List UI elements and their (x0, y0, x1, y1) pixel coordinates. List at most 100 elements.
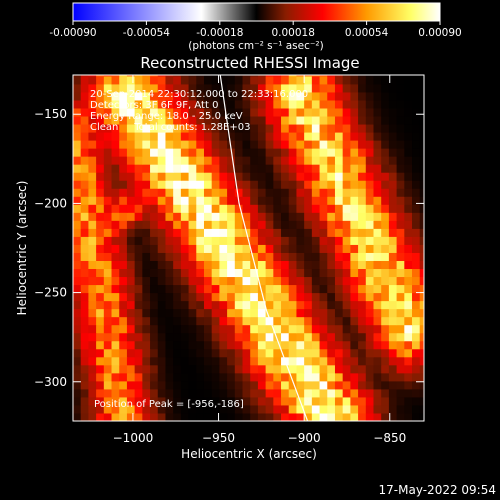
heatmap-cell (327, 172, 336, 181)
heatmap-cell (304, 260, 313, 270)
heatmap-cell (111, 340, 120, 350)
heatmap-cell (257, 244, 267, 253)
heatmap-cell (211, 308, 220, 318)
heatmap-cell (304, 75, 313, 77)
heatmap-cell (219, 236, 228, 245)
heatmap-cell (296, 356, 305, 366)
heatmap-cell (265, 124, 274, 133)
heatmap-cell (242, 180, 251, 189)
heatmap-cell (319, 308, 328, 318)
heatmap-cell (188, 388, 197, 398)
heatmap-cell (134, 380, 143, 390)
heatmap-cell (142, 308, 151, 318)
heatmap-cell (142, 364, 151, 374)
heatmap-cell (350, 236, 359, 245)
heatmap-cell (119, 388, 128, 398)
heatmap-cell (265, 140, 274, 149)
heatmap-cell (103, 236, 113, 245)
heatmap-cell (165, 236, 174, 245)
heatmap-cell (73, 124, 82, 133)
heatmap-cell (173, 116, 182, 125)
heatmap-cell (180, 164, 190, 173)
heatmap-cell (119, 164, 128, 173)
heatmap-cell (165, 324, 174, 334)
heatmap-cell (396, 164, 405, 173)
heatmap-cell (188, 107, 197, 117)
heatmap-cell (96, 364, 105, 374)
heatmap-cell (157, 132, 166, 141)
heatmap-cell (381, 380, 390, 390)
heatmap-cell (250, 83, 259, 93)
heatmap-cell (96, 284, 105, 294)
heatmap-cell (188, 396, 197, 406)
heatmap-cell (281, 316, 290, 326)
heatmap-cell (327, 396, 336, 406)
heatmap-cell (419, 292, 424, 302)
heatmap-cell (319, 276, 328, 286)
heatmap-cell (273, 99, 282, 109)
heatmap-cell (342, 404, 351, 414)
heatmap-cell (350, 172, 359, 181)
heatmap-cell (350, 380, 359, 390)
heatmap-cell (203, 212, 213, 221)
heatmap-cell (88, 180, 97, 189)
heatmap-cell (281, 372, 290, 382)
heatmap-cell (103, 204, 113, 213)
heatmap-cell (281, 140, 290, 149)
heatmap-cell (327, 132, 336, 141)
heatmap-cell (188, 380, 197, 390)
heatmap-cell (342, 372, 351, 382)
heatmap-cell (412, 156, 421, 165)
heatmap-cell (96, 99, 105, 109)
heatmap-cell (150, 91, 159, 101)
heatmap-cell (350, 276, 359, 286)
heatmap-cell (288, 388, 297, 398)
heatmap-cell (381, 196, 390, 205)
heatmap-cell (134, 276, 143, 286)
heatmap-cell (265, 220, 274, 229)
heatmap-cell (350, 412, 359, 421)
heatmap-cell (257, 356, 267, 366)
heatmap-cell (142, 332, 151, 342)
heatmap-cell (165, 148, 174, 157)
heatmap-cell (73, 396, 82, 406)
heatmap-cell (126, 380, 136, 390)
heatmap-cell (412, 332, 421, 342)
heatmap-cell (142, 372, 151, 382)
heatmap-cell (250, 340, 259, 350)
heatmap-cell (142, 396, 151, 406)
heatmap-cell (96, 316, 105, 326)
heatmap-cell (250, 188, 259, 197)
heatmap-cell (419, 107, 424, 117)
heatmap-cell (119, 356, 128, 366)
heatmap-cell (319, 388, 328, 398)
heatmap-cell (257, 204, 267, 213)
heatmap-cell (180, 228, 190, 237)
heatmap-cell (373, 212, 382, 221)
heatmap-cell (342, 228, 351, 237)
heatmap-cell (196, 292, 205, 302)
heatmap-cell (219, 124, 228, 133)
heatmap-cell (365, 180, 374, 189)
heatmap-cell (358, 364, 367, 374)
heatmap-cell (381, 332, 390, 342)
heatmap-cell (250, 332, 259, 342)
heatmap-cell (388, 172, 398, 181)
heatmap-cell (365, 156, 374, 165)
heatmap-cell (142, 212, 151, 221)
heatmap-cell (327, 332, 336, 342)
heatmap-cell (242, 188, 251, 197)
heatmap-cell (373, 252, 382, 261)
heatmap-cell (412, 356, 421, 366)
heatmap-cell (296, 188, 305, 197)
heatmap-cell (111, 308, 120, 318)
heatmap-cell (196, 107, 205, 117)
heatmap-cell (396, 388, 405, 398)
heatmap-cell (219, 132, 228, 141)
heatmap-cell (250, 140, 259, 149)
heatmap-cell (219, 172, 228, 181)
heatmap-cell (126, 284, 136, 294)
heatmap-cell (150, 172, 159, 181)
heatmap-cell (273, 292, 282, 302)
heatmap-cell (281, 204, 290, 213)
